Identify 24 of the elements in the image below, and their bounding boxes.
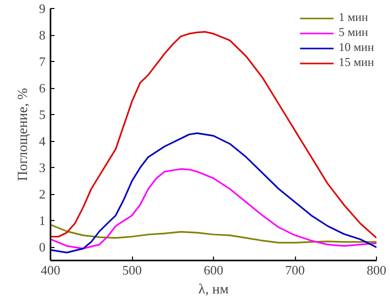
y-tick-label: 8 <box>39 28 46 43</box>
x-tick-label: 500 <box>122 262 142 278</box>
y-tick-label: 3 <box>39 160 46 176</box>
y-tick-label: 7 <box>39 54 46 70</box>
legend-label: 1 мин <box>338 10 368 25</box>
y-axis-title: Поглощение, % <box>16 88 31 181</box>
y-tick-label: 6 <box>39 80 46 96</box>
y-tick-label: 2 <box>39 186 46 202</box>
line-series <box>50 168 376 250</box>
y-tick-label: 0 <box>39 240 46 255</box>
x-tick-label: 600 <box>204 262 224 278</box>
x-tick-label: 400 <box>40 262 60 278</box>
line-series <box>50 224 376 244</box>
y-tick-label: 5 <box>39 107 46 122</box>
legend-label: 15 мин <box>338 55 374 70</box>
x-axis-title: λ, нм <box>198 282 229 298</box>
y-tick-label: 4 <box>39 134 46 149</box>
legend-label: 5 мин <box>338 25 368 40</box>
line-series <box>50 132 376 254</box>
y-tick-label: 9 <box>39 1 46 16</box>
legend-label: 10 мин <box>338 40 374 55</box>
x-tick-label: 800 <box>366 262 386 278</box>
y-tick-label: 1 <box>39 213 46 228</box>
x-tick-label: 700 <box>285 262 305 278</box>
